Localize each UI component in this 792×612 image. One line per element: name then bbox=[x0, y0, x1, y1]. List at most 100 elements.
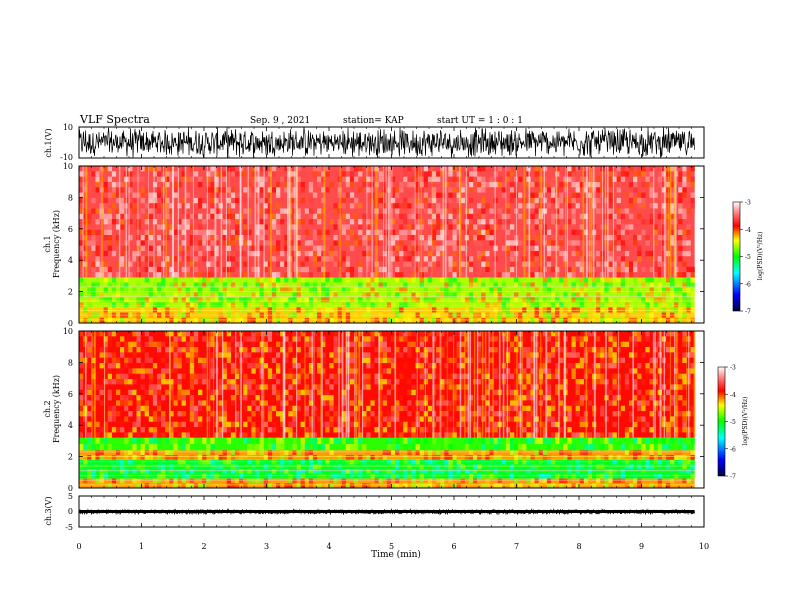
spectrogram-streak bbox=[585, 166, 587, 278]
spectrogram-cell bbox=[415, 219, 420, 225]
spectrogram-cell bbox=[423, 400, 429, 406]
spectrogram-cell bbox=[637, 250, 642, 257]
spectrogram-cell bbox=[526, 444, 531, 451]
spectrogram-cell bbox=[87, 219, 92, 225]
spectrogram-cell bbox=[657, 235, 662, 241]
spectrogram-cell bbox=[633, 455, 638, 460]
spectrogram-cell bbox=[185, 389, 191, 396]
spectrogram-cell bbox=[460, 187, 465, 193]
spectrogram-cell bbox=[497, 478, 502, 484]
spectrogram-cell bbox=[181, 437, 186, 445]
spectrogram-cell bbox=[181, 444, 186, 451]
spectrogram-cell bbox=[645, 307, 650, 313]
spectrogram-cell bbox=[505, 464, 511, 470]
spectrogram-cell bbox=[608, 245, 613, 251]
spectrogram-cell bbox=[571, 292, 576, 298]
spectrogram-cell bbox=[657, 181, 662, 188]
spectrogram-cell bbox=[431, 192, 437, 198]
spectrogram-cell bbox=[366, 166, 371, 172]
spectrogram-cell bbox=[550, 266, 556, 273]
spectrogram-cell bbox=[501, 317, 507, 323]
spectrogram-cell bbox=[481, 292, 486, 298]
spectrogram-cell bbox=[604, 483, 609, 488]
spectrogram-cell bbox=[296, 473, 301, 479]
spectrogram-cell bbox=[456, 473, 461, 479]
spectrogram-cell bbox=[390, 302, 396, 308]
spectrogram-cell bbox=[366, 416, 371, 422]
spectrogram-cell bbox=[308, 250, 314, 257]
spectrogram-cell bbox=[468, 213, 474, 220]
spectrogram-cell bbox=[263, 203, 268, 209]
spectrogram-cell bbox=[333, 478, 338, 484]
spectrogram-cell bbox=[263, 478, 268, 484]
spectrogram-cell bbox=[444, 277, 449, 283]
spectrogram-cell bbox=[91, 395, 96, 401]
spectrogram-cell bbox=[473, 455, 478, 460]
spectrogram-cell bbox=[222, 229, 227, 236]
spectrogram-cell bbox=[263, 292, 268, 298]
spectrogram-streak bbox=[163, 166, 165, 278]
spectrogram-cell bbox=[321, 208, 326, 214]
spectrogram-cell bbox=[300, 213, 305, 220]
spectrogram-cell bbox=[111, 171, 117, 177]
spectrogram-cell bbox=[436, 347, 441, 353]
spectrogram-cell bbox=[284, 450, 289, 456]
spectrogram-cell bbox=[575, 203, 580, 209]
spectrogram-cell bbox=[452, 395, 457, 401]
spectrogram-cell bbox=[382, 245, 388, 251]
spectrogram-cell bbox=[620, 473, 626, 479]
spectrogram-cell bbox=[427, 347, 433, 353]
spectrogram-cell bbox=[546, 213, 552, 220]
spectrogram-cell bbox=[234, 317, 240, 323]
spectrogram-cell bbox=[362, 277, 367, 283]
spectrogram-cell bbox=[353, 203, 359, 209]
spectrogram-cell bbox=[395, 307, 400, 313]
spectrogram-cell bbox=[522, 405, 527, 412]
spectrogram-cell bbox=[448, 455, 453, 460]
spectrogram-cell bbox=[403, 287, 408, 293]
spectrogram-cell bbox=[358, 297, 363, 303]
spectrogram-cell bbox=[288, 444, 293, 451]
spectrogram-cell bbox=[657, 272, 662, 278]
spectrogram-cell bbox=[526, 459, 531, 465]
spectrogram-cell bbox=[587, 389, 593, 396]
spectrogram-cell bbox=[456, 171, 461, 177]
spectrogram-cell bbox=[206, 245, 211, 251]
spectrogram-cell bbox=[620, 166, 626, 172]
spectrogram-cell bbox=[308, 352, 314, 358]
spectrogram-cell bbox=[534, 250, 539, 257]
spectrogram-cell bbox=[468, 197, 474, 204]
spectrogram-cell bbox=[321, 250, 326, 257]
spectrogram-cell bbox=[567, 197, 572, 204]
spectrogram-cell bbox=[152, 192, 158, 198]
spectrogram-cell bbox=[144, 400, 149, 406]
spectrogram-cell bbox=[202, 459, 207, 465]
spectrogram-cell bbox=[645, 181, 650, 188]
spectrogram-cell bbox=[255, 405, 260, 412]
spectrogram-cell bbox=[542, 450, 548, 456]
spectrogram-cell bbox=[169, 421, 174, 428]
spectrogram-cell bbox=[456, 421, 461, 428]
spectrogram-cell bbox=[128, 256, 133, 262]
spectrogram-cell bbox=[255, 384, 260, 390]
spectrogram-cell bbox=[448, 427, 453, 433]
spectrogram-cell bbox=[243, 297, 248, 303]
spectrogram-cell bbox=[169, 427, 174, 433]
spectrogram-cell bbox=[173, 317, 178, 323]
spectrogram-cell bbox=[255, 363, 260, 369]
spectrogram-cell bbox=[633, 250, 638, 257]
spectrogram-cell bbox=[115, 379, 121, 385]
spectrogram-cell bbox=[259, 478, 264, 484]
spectrogram-cell bbox=[456, 437, 461, 445]
spectrogram-cell bbox=[312, 432, 318, 438]
spectrogram-cell bbox=[682, 292, 687, 298]
spectrogram-cell bbox=[296, 208, 301, 214]
spectrogram-cell bbox=[419, 368, 424, 374]
spectrogram-cell bbox=[341, 287, 346, 293]
spectrogram-cell bbox=[678, 245, 683, 251]
spectrogram-cell bbox=[91, 261, 96, 267]
spectrogram-cell bbox=[608, 176, 613, 182]
spectrogram-cell bbox=[538, 473, 543, 479]
spectrogram-cell bbox=[407, 400, 412, 406]
spectrogram-streak bbox=[225, 166, 227, 278]
